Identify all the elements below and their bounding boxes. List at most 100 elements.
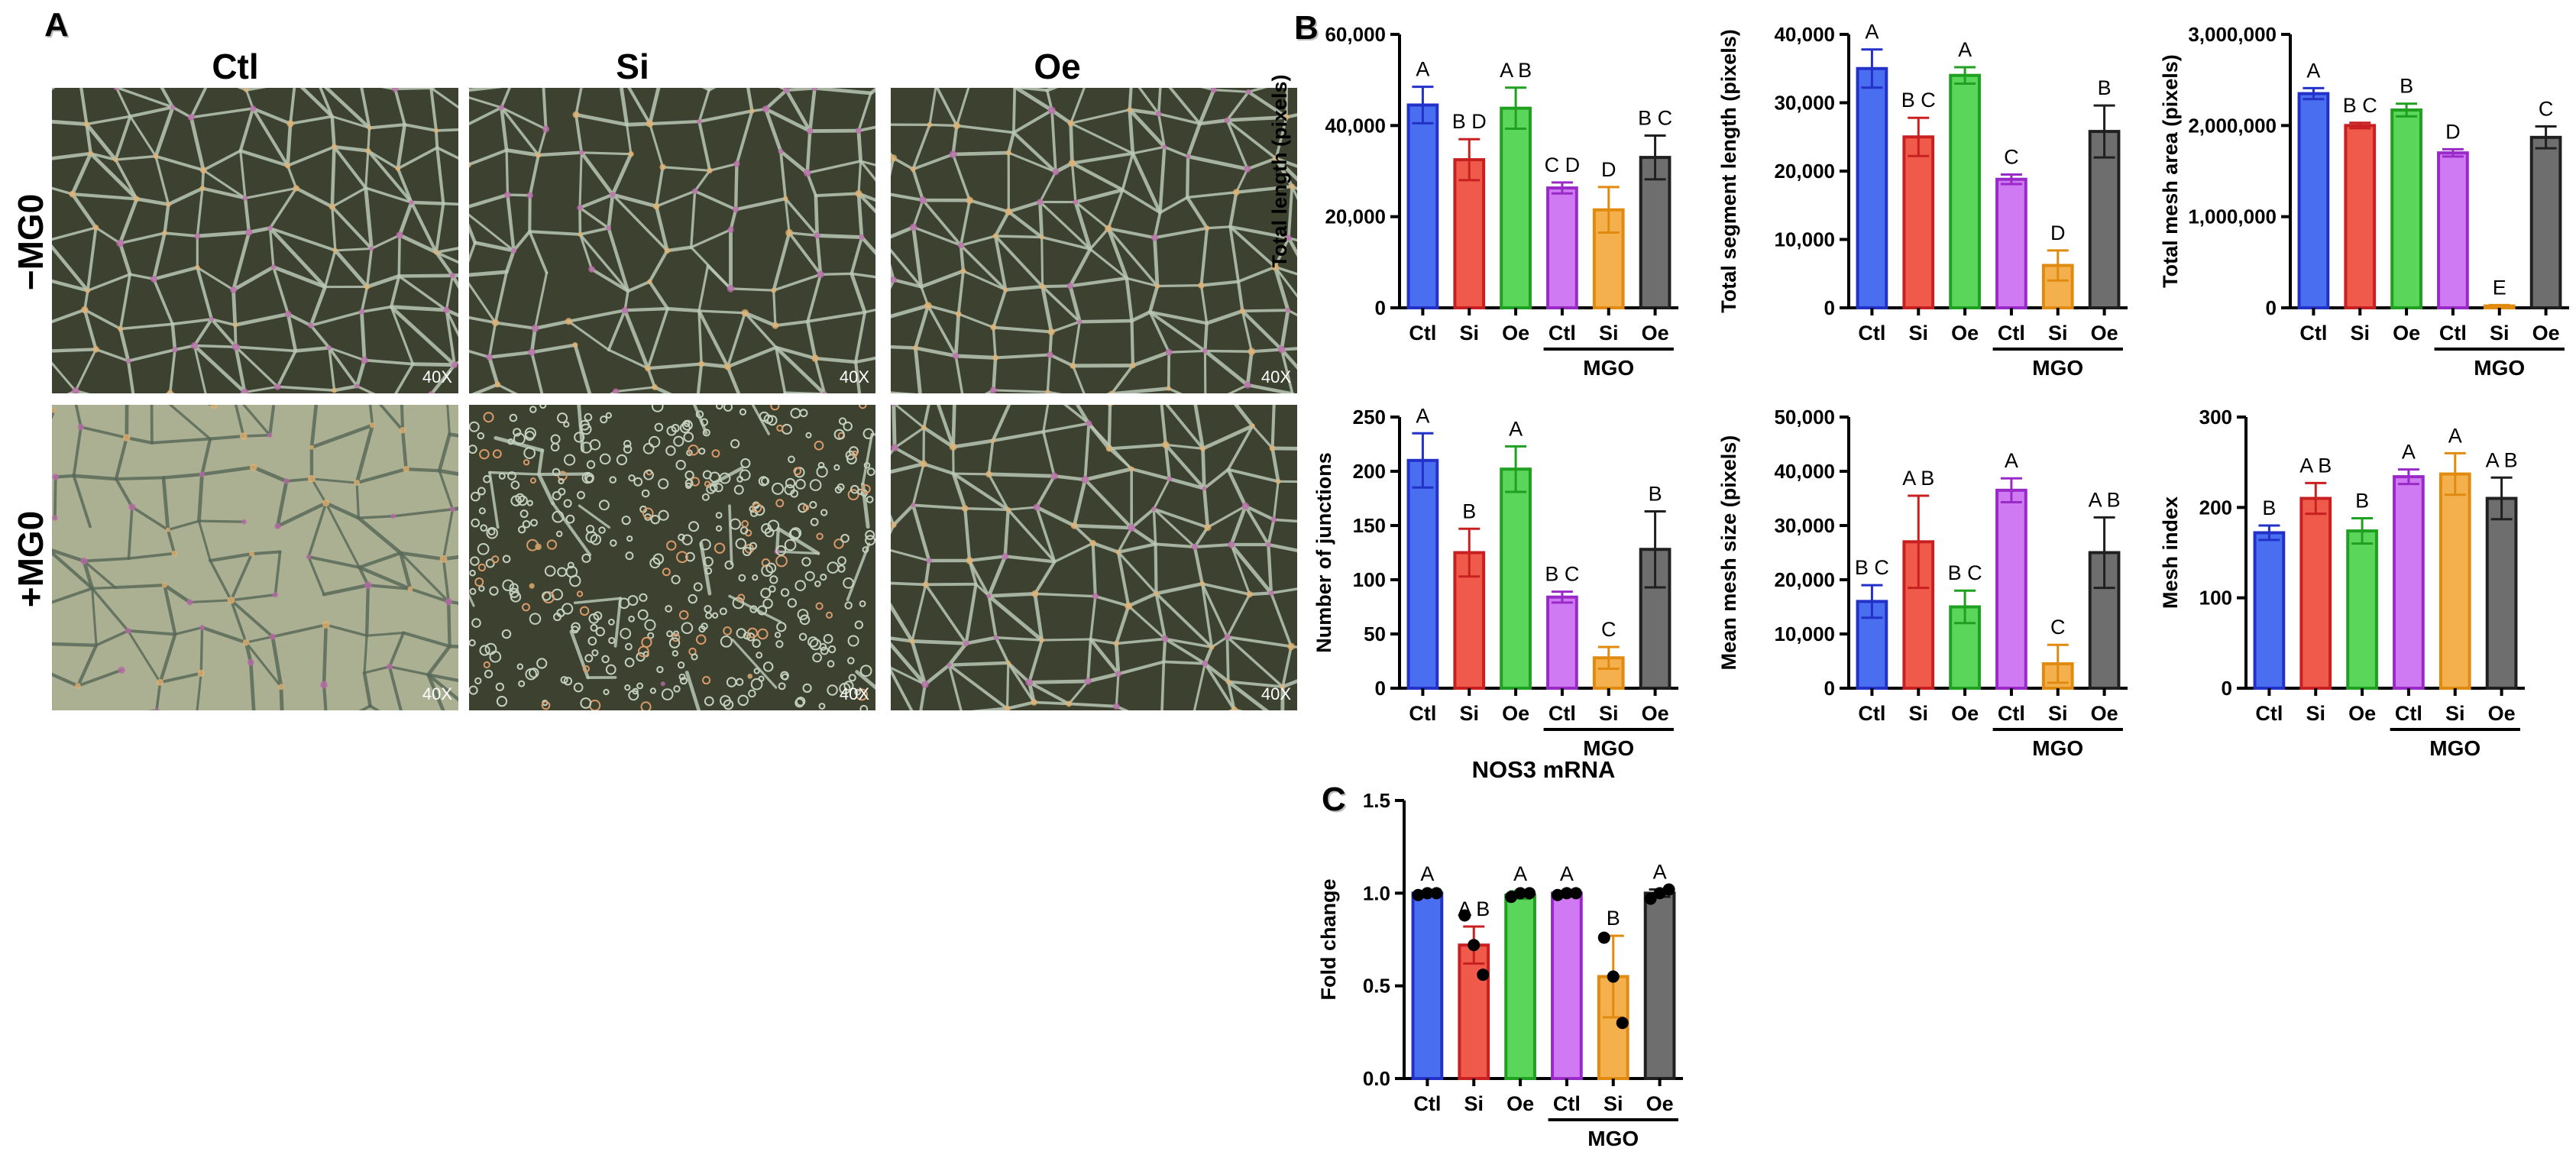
micrograph-oe-plus-mg0: 40X	[891, 405, 1297, 710]
chart-total-mesh-area: 0 1,000,000 2,000,000 3,000,000 Total mesh a…	[2159, 23, 2569, 380]
y-tick-label: 100	[1353, 568, 1386, 591]
data-point	[1616, 1017, 1629, 1030]
y-axis-label: Total mesh area (pixels)	[2159, 54, 2182, 288]
bar	[2485, 496, 2518, 690]
significance-letter: A	[1416, 58, 1429, 81]
chart-nos3-mrna: 0.0 0.5 1.0 1.5 Fold change NOS3 mRNA A Ctl A B S…	[1317, 756, 1683, 1150]
significance-letter: B C	[1901, 89, 1936, 112]
y-tick-label: 40,000	[1774, 23, 1835, 46]
y-axis-label: Fold change	[1317, 878, 1340, 1000]
significance-letter: C	[2004, 145, 2019, 168]
data-point	[1477, 969, 1490, 982]
y-tick-label: 1.5	[1363, 789, 1390, 812]
significance-letter: C D	[1545, 154, 1581, 176]
bar	[2529, 135, 2562, 309]
group-label: MGO	[2429, 736, 2481, 760]
significance-letter: B	[2262, 496, 2276, 519]
y-tick-label: 250	[1353, 406, 1386, 429]
x-tick-label: Si	[1599, 702, 1619, 725]
bar	[1546, 186, 1578, 309]
significance-letter: A	[2402, 441, 2416, 464]
significance-letter: B	[1649, 483, 1662, 506]
data-point	[1560, 887, 1573, 900]
micrograph-si-plus-mg0: 40X	[469, 405, 875, 710]
significance-letter: A	[2448, 424, 2462, 447]
bar	[1406, 103, 1439, 309]
bar	[2344, 124, 2377, 309]
data-point	[1430, 887, 1443, 900]
bar	[2438, 472, 2471, 690]
significance-letter: D	[1601, 158, 1616, 181]
group-label: MGO	[1583, 736, 1634, 760]
bar	[1995, 488, 2027, 690]
group-label: MGO	[1583, 356, 1634, 380]
micrograph-ctl-minus-mg0: 40X	[52, 88, 458, 393]
y-tick-label: 0	[1824, 677, 1835, 700]
y-tick-label: 100	[2199, 587, 2232, 610]
x-tick-label: Ctl	[1858, 702, 1885, 725]
x-tick-label: Oe	[1951, 702, 1979, 725]
x-tick-label: Si	[2306, 702, 2325, 725]
data-point	[1458, 909, 1471, 922]
significance-letter: A	[1416, 404, 1429, 427]
significance-letter: D	[2050, 222, 2066, 244]
y-tick-label: 0.5	[1363, 975, 1390, 998]
bar	[1551, 891, 1583, 1081]
x-tick-label: Si	[1599, 322, 1619, 344]
data-point	[1468, 939, 1481, 952]
significance-letter: A B	[1458, 897, 1490, 920]
chart-mesh-index: 0 100 200 300 Mesh index B Ctl A B Si B Oe A Ctl A Si A…	[2159, 406, 2525, 760]
x-tick-label: Si	[2350, 322, 2370, 344]
y-tick-label: 60,000	[1325, 23, 1386, 46]
bar	[1411, 891, 1444, 1081]
panel-c-letter: C	[1322, 781, 1346, 818]
y-tick-label: 0	[2266, 296, 2277, 319]
y-tick-label: 50	[1364, 623, 1386, 645]
x-tick-label: Ctl	[1998, 322, 2025, 344]
x-tick-label: Oe	[1502, 702, 1529, 725]
significance-letter: A	[1420, 862, 1434, 885]
bar	[2390, 108, 2422, 309]
significance-letter: B C	[1545, 563, 1579, 586]
y-tick-label: 40,000	[1325, 114, 1386, 137]
y-axis-label: Number of junctions	[1312, 452, 1335, 653]
magnification-label: 40X	[422, 367, 452, 386]
significance-letter: A B	[1500, 59, 1532, 82]
significance-letter: A B	[2089, 488, 2121, 511]
significance-letter: A B	[2299, 454, 2332, 477]
data-point	[1421, 887, 1434, 900]
group-label: MGO	[1587, 1127, 1639, 1150]
x-tick-label: Ctl	[1553, 1092, 1581, 1115]
x-tick-label: Ctl	[1409, 322, 1436, 344]
x-tick-label: Oe	[1502, 322, 1529, 344]
significance-letter: B	[1462, 500, 1476, 522]
y-tick-label: 10,000	[1774, 623, 1835, 645]
column-label-ctl: Ctl	[212, 47, 259, 86]
y-tick-label: 50,000	[1774, 406, 1835, 429]
significance-letter: A B	[2486, 448, 2518, 471]
y-tick-label: 300	[2199, 406, 2232, 429]
x-tick-label: Ctl	[1413, 1092, 1441, 1115]
bar	[1995, 177, 2027, 309]
x-tick-label: Si	[1908, 702, 1928, 725]
y-tick-label: 0	[1824, 296, 1835, 319]
bar	[2393, 475, 2425, 690]
y-tick-label: 20,000	[1774, 160, 1835, 183]
bar	[1458, 943, 1490, 1081]
x-tick-label: Si	[2048, 702, 2068, 725]
x-tick-label: Oe	[1646, 1092, 1674, 1115]
x-tick-label: Ctl	[1858, 322, 1885, 344]
bar	[1500, 467, 1532, 690]
x-tick-label: Ctl	[2299, 322, 2327, 344]
x-tick-label: Ctl	[1998, 702, 2025, 725]
data-point	[1607, 970, 1620, 983]
y-tick-label: 200	[2199, 496, 2232, 519]
magnification-label: 40X	[1260, 684, 1291, 703]
chart-title: NOS3 mRNA	[1472, 756, 1616, 783]
x-tick-label: Oe	[2532, 322, 2560, 344]
x-tick-label: Si	[1459, 322, 1479, 344]
y-tick-label: 0.0	[1363, 1067, 1390, 1090]
y-tick-label: 30,000	[1774, 92, 1835, 115]
significance-letter: A	[1865, 21, 1879, 44]
